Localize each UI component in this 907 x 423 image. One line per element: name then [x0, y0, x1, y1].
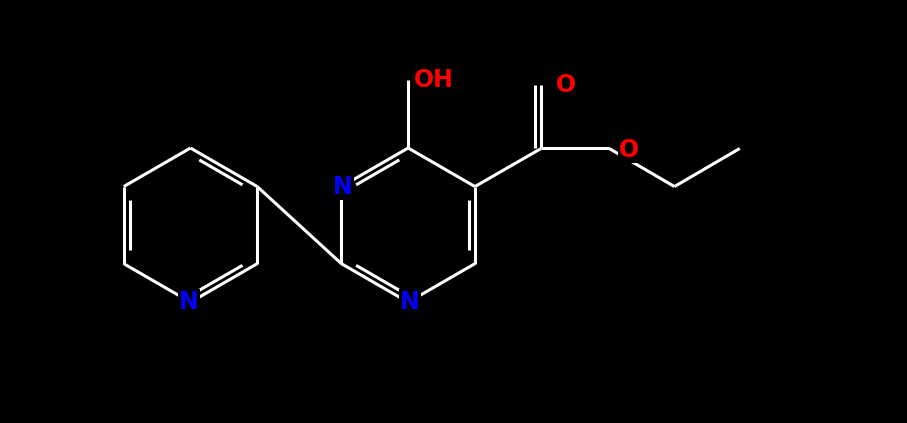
Text: OH: OH: [414, 68, 454, 92]
Text: N: N: [179, 290, 199, 314]
Text: N: N: [400, 290, 420, 314]
Text: O: O: [556, 73, 576, 97]
Text: O: O: [619, 138, 639, 162]
Text: N: N: [334, 175, 353, 198]
